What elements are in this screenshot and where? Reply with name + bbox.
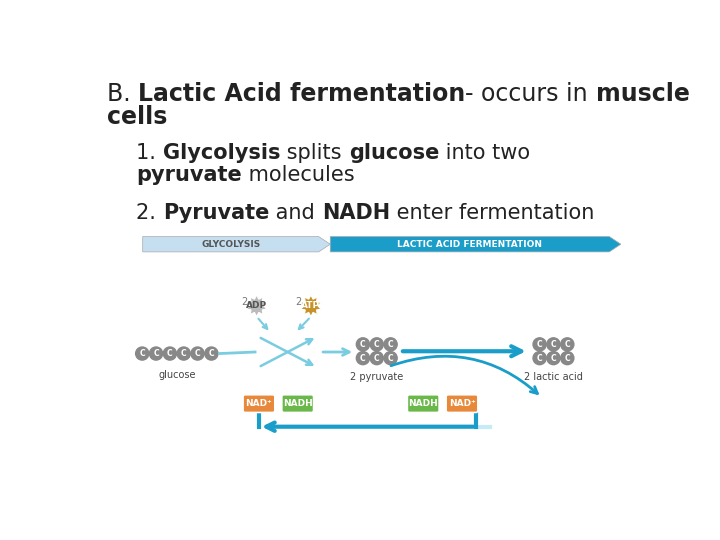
Text: NAD⁺: NAD⁺: [246, 399, 272, 408]
Circle shape: [356, 352, 369, 365]
Circle shape: [561, 338, 574, 351]
FancyBboxPatch shape: [408, 395, 439, 413]
Text: Pyruvate: Pyruvate: [163, 202, 269, 222]
Text: C: C: [388, 354, 393, 363]
Text: - occurs in: - occurs in: [465, 82, 595, 106]
Circle shape: [384, 338, 397, 351]
Text: C: C: [537, 354, 542, 363]
Circle shape: [370, 338, 383, 351]
Text: C: C: [181, 349, 186, 358]
Text: ATP: ATP: [301, 301, 320, 310]
Circle shape: [356, 338, 369, 351]
Text: C: C: [167, 349, 173, 358]
Circle shape: [150, 347, 163, 360]
Text: NADH: NADH: [322, 202, 390, 222]
Circle shape: [163, 347, 176, 360]
Text: C: C: [551, 354, 557, 363]
Text: C: C: [374, 354, 379, 363]
Text: NADH: NADH: [283, 399, 312, 408]
Text: C: C: [388, 340, 393, 349]
Circle shape: [533, 352, 546, 365]
Text: cells: cells: [107, 105, 168, 129]
Text: splits: splits: [281, 143, 348, 163]
Text: C: C: [360, 354, 366, 363]
Text: Lactic Acid fermentation: Lactic Acid fermentation: [138, 82, 465, 106]
Text: C: C: [551, 340, 557, 349]
Text: Glycolysis: Glycolysis: [163, 143, 281, 163]
Polygon shape: [300, 295, 321, 316]
Circle shape: [547, 352, 560, 365]
Text: glucose: glucose: [158, 370, 196, 381]
Circle shape: [561, 352, 574, 365]
Text: ADP: ADP: [246, 301, 267, 310]
Circle shape: [547, 338, 560, 351]
Text: C: C: [209, 349, 214, 358]
Text: C: C: [140, 349, 145, 358]
Text: C: C: [360, 340, 366, 349]
Circle shape: [533, 338, 546, 351]
Text: 2: 2: [241, 297, 248, 307]
Text: C: C: [564, 340, 570, 349]
Text: and: and: [269, 202, 322, 222]
Circle shape: [384, 352, 397, 365]
Circle shape: [204, 347, 218, 360]
Text: C: C: [153, 349, 159, 358]
FancyBboxPatch shape: [282, 395, 314, 413]
Polygon shape: [246, 295, 267, 316]
Text: glucose: glucose: [348, 143, 439, 163]
Text: 2: 2: [243, 399, 249, 409]
Circle shape: [135, 347, 149, 360]
Text: 1.: 1.: [137, 143, 163, 163]
Text: 2: 2: [282, 399, 288, 409]
Text: 2 pyruvate: 2 pyruvate: [350, 372, 403, 382]
Text: 2.: 2.: [137, 202, 163, 222]
Polygon shape: [330, 237, 621, 252]
Text: pyruvate: pyruvate: [137, 165, 242, 185]
Text: molecules: molecules: [242, 165, 355, 185]
Text: 2: 2: [407, 399, 413, 409]
Text: C: C: [194, 349, 200, 358]
Text: NAD⁺: NAD⁺: [449, 399, 475, 408]
Text: C: C: [374, 340, 379, 349]
Circle shape: [191, 347, 204, 360]
Circle shape: [177, 347, 190, 360]
Text: LACTIC ACID FERMENTATION: LACTIC ACID FERMENTATION: [397, 240, 542, 249]
Text: 2: 2: [295, 297, 302, 307]
Text: muscle: muscle: [595, 82, 690, 106]
Text: C: C: [564, 354, 570, 363]
Text: enter fermentation: enter fermentation: [390, 202, 594, 222]
Text: into two: into two: [439, 143, 530, 163]
Text: 2: 2: [446, 399, 452, 409]
Text: C: C: [537, 340, 542, 349]
FancyBboxPatch shape: [446, 395, 478, 413]
Text: GLYCOLYSIS: GLYCOLYSIS: [201, 240, 261, 249]
Circle shape: [370, 352, 383, 365]
FancyBboxPatch shape: [243, 395, 275, 413]
Text: B.: B.: [107, 82, 138, 106]
Text: NADH: NADH: [408, 399, 438, 408]
Text: 2 lactic acid: 2 lactic acid: [524, 372, 583, 382]
Polygon shape: [143, 237, 330, 252]
